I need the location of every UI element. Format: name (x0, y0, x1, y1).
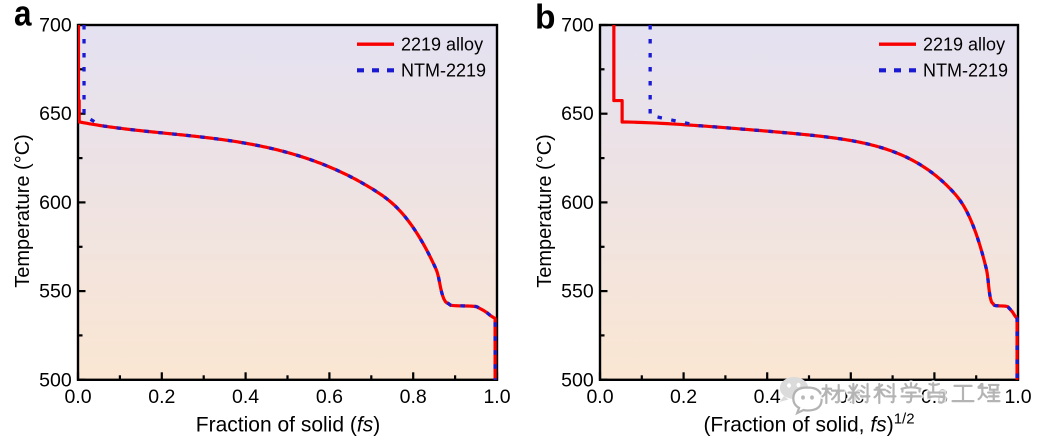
svg-text:0.0: 0.0 (586, 386, 613, 408)
svg-text:NTM-2219: NTM-2219 (923, 61, 1008, 81)
svg-text:b: b (535, 0, 556, 37)
svg-text:(Fraction of solid, fs)1/2: (Fraction of solid, fs)1/2 (703, 411, 914, 437)
svg-text:0.8: 0.8 (400, 386, 427, 408)
svg-text:2219 alloy: 2219 alloy (401, 35, 483, 55)
svg-text:500: 500 (561, 369, 594, 391)
svg-text:600: 600 (39, 192, 72, 214)
svg-text:550: 550 (39, 281, 72, 303)
svg-text:Fraction of solid (fs): Fraction of solid (fs) (196, 414, 380, 437)
svg-text:0.4: 0.4 (232, 386, 259, 408)
svg-text:a: a (14, 0, 32, 34)
svg-text:Temperature (°C): Temperature (°C) (12, 134, 34, 288)
svg-text:Temperature (°C): Temperature (°C) (534, 134, 556, 288)
svg-text:700: 700 (561, 15, 594, 37)
svg-text:0.2: 0.2 (670, 386, 697, 408)
svg-text:700: 700 (39, 15, 72, 37)
svg-text:500: 500 (39, 369, 72, 391)
svg-text:0.6: 0.6 (316, 386, 343, 408)
svg-text:600: 600 (561, 192, 594, 214)
svg-text:1.0: 1.0 (483, 386, 510, 408)
svg-text:2219 alloy: 2219 alloy (923, 35, 1005, 55)
svg-text:0.0: 0.0 (64, 386, 91, 408)
svg-text:550: 550 (561, 281, 594, 303)
svg-text:NTM-2219: NTM-2219 (401, 61, 486, 81)
svg-text:0.4: 0.4 (754, 386, 781, 408)
svg-text:650: 650 (561, 103, 594, 125)
svg-text:0.2: 0.2 (148, 386, 175, 408)
svg-text:650: 650 (39, 103, 72, 125)
svg-text:1.0: 1.0 (1004, 386, 1031, 408)
